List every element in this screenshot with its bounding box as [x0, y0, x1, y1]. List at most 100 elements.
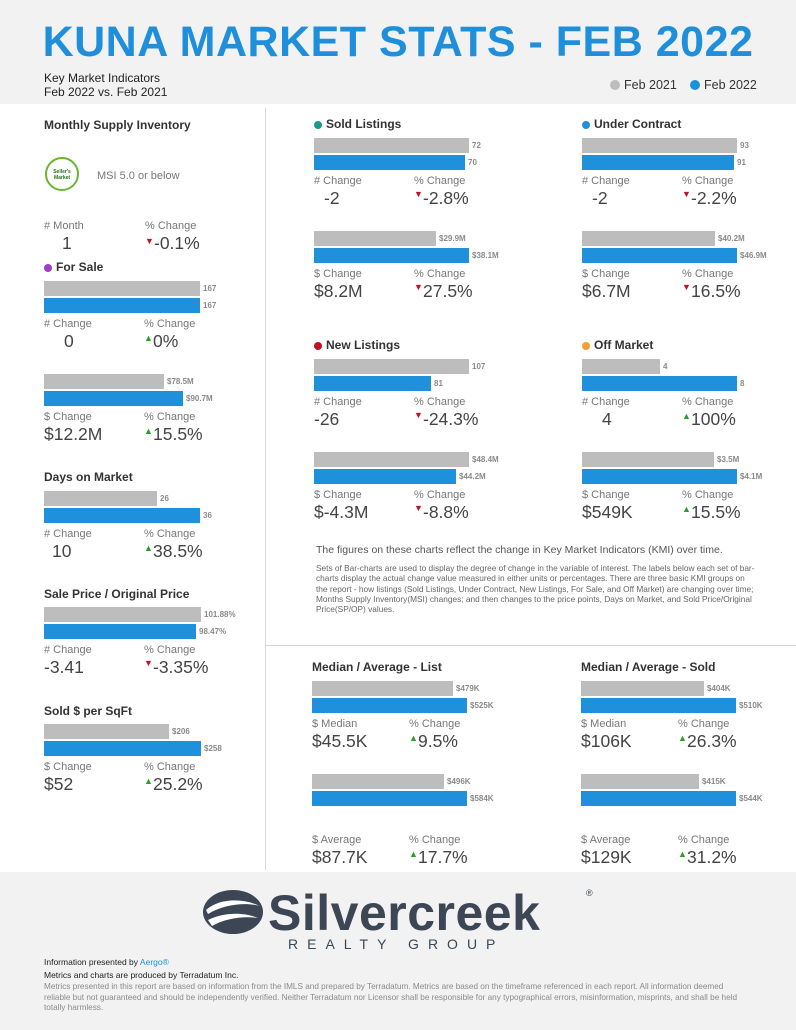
- bar-label-feb-2022: 167: [203, 301, 217, 310]
- up-arrow-icon: ▲: [678, 849, 687, 859]
- down-arrow-icon: ▼: [414, 410, 423, 420]
- up-arrow-icon: ▲: [678, 733, 687, 743]
- change-value: -26: [314, 409, 340, 429]
- change-label: # Change: [582, 396, 630, 408]
- bar-label-feb-2021: $48.4M: [472, 455, 499, 464]
- bar-label-feb-2021: $206: [172, 727, 190, 736]
- pct-change-value: 17.7%: [418, 847, 468, 867]
- up-arrow-icon: ▲: [409, 849, 418, 859]
- footer-disclaimer: Metrics presented in this report are bas…: [44, 982, 737, 1012]
- section-title-text: Off Market: [594, 338, 654, 352]
- bar-label-feb-2021: 72: [472, 141, 481, 150]
- kmi-line-2: Feb 2022 vs. Feb 2021: [44, 85, 168, 99]
- change-label: # Change: [314, 175, 362, 187]
- pct-change-value: 16.5%: [691, 281, 741, 301]
- section-title: Under Contract: [582, 117, 681, 131]
- change-value: -2: [592, 188, 608, 208]
- bar-label-feb-2022: $584K: [470, 794, 494, 803]
- bar-feb-2021: [44, 724, 169, 739]
- pct-change-value: 9.5%: [418, 731, 458, 751]
- change-label: $ Average: [581, 834, 631, 846]
- bar-feb-2022: [44, 508, 200, 523]
- pct-change-label: % Change: [414, 175, 466, 187]
- pct-change-value: 15.5%: [691, 502, 741, 522]
- change-label: $ Change: [44, 411, 92, 423]
- pct-change-label: % Change: [409, 718, 461, 730]
- bar-label-feb-2021: $29.9M: [439, 234, 466, 243]
- pct-change-value: 100%: [691, 409, 736, 429]
- pct-change-value: 26.3%: [687, 731, 737, 751]
- bar-feb-2021: [581, 681, 704, 696]
- bar-label-feb-2021: $404K: [707, 684, 731, 693]
- bar-feb-2022: [44, 741, 201, 756]
- pct-change-label: % Change: [414, 489, 466, 501]
- bar-feb-2022: [582, 248, 737, 263]
- change-value: -3.41: [44, 657, 84, 677]
- pct-change-label: % Change: [682, 268, 734, 280]
- bar-feb-2022: [44, 624, 196, 639]
- change-value: 4: [602, 409, 612, 429]
- up-arrow-icon: ▲: [682, 504, 691, 514]
- bar-label-feb-2021: $40.2M: [718, 234, 745, 243]
- section-dot-icon: [314, 121, 322, 129]
- aergo-link[interactable]: Aergo®: [139, 957, 169, 967]
- bar-feb-2022: [314, 155, 465, 170]
- bar-label-feb-2022: $90.7M: [186, 394, 213, 403]
- badge-text: Seller's Market: [53, 169, 71, 181]
- pct-change-label: % Change: [144, 761, 196, 773]
- logo-subtitle: REALTY GROUP: [288, 936, 505, 952]
- down-arrow-icon: ▼: [414, 282, 423, 292]
- bar-feb-2021: [44, 281, 200, 296]
- change-label: $ Average: [312, 834, 362, 846]
- bar-label-feb-2022: $46.9M: [740, 251, 767, 260]
- pct-change-label: % Change: [144, 411, 196, 423]
- bar-label-feb-2022: $38.1M: [472, 251, 499, 260]
- section-title-text: Under Contract: [594, 117, 682, 131]
- logo-registered-mark: ®: [586, 888, 593, 898]
- pct-change-value: -2.2%: [691, 188, 737, 208]
- change-value: $87.7K: [312, 847, 368, 867]
- section-title: Sale Price / Original Price: [44, 587, 189, 601]
- section-title: Median / Average - Sold: [581, 660, 715, 674]
- bar-label-feb-2022: 36: [203, 511, 212, 520]
- bar-feb-2022: [312, 698, 467, 713]
- kmi-subtitle: Key Market Indicators Feb 2022 vs. Feb 2…: [44, 71, 167, 99]
- change-label: # Change: [44, 528, 92, 540]
- down-arrow-icon: ▼: [682, 282, 691, 292]
- bar-label-feb-2021: $415K: [702, 777, 726, 786]
- down-arrow-icon: ▼: [682, 189, 691, 199]
- bar-feb-2022: [314, 469, 456, 484]
- bar-label-feb-2022: $258: [204, 744, 222, 753]
- pct-change-label: % Change: [144, 528, 196, 540]
- section-title-text: Median / Average - Sold: [581, 660, 716, 674]
- pct-change-label: % Change: [678, 834, 730, 846]
- change-label: # Change: [44, 318, 92, 330]
- silvercreek-logo: Silvercreek ® REALTY GROUP: [202, 884, 602, 954]
- footer-produced-by: Metrics and charts are produced by Terra…: [44, 970, 239, 980]
- section-title-text: Sold Listings: [326, 117, 402, 131]
- legend-feb-2022: Feb 2022: [690, 78, 757, 92]
- change-label: $ Change: [314, 268, 362, 280]
- bar-feb-2021: [312, 774, 444, 789]
- change-value: $12.2M: [44, 424, 103, 444]
- sellers-market-badge-icon: Seller's Market: [45, 157, 79, 191]
- down-arrow-icon: ▼: [145, 236, 154, 246]
- bar-feb-2021: [314, 231, 436, 246]
- silvercreek-swoosh-logo-icon: [203, 890, 263, 934]
- bar-label-feb-2022: $4.1M: [740, 472, 763, 481]
- section-dot-icon: [582, 342, 590, 350]
- section-title: Days on Market: [44, 470, 133, 484]
- pct-change-label: % Change: [414, 396, 466, 408]
- bar-label-feb-2022: $525K: [470, 701, 494, 710]
- bar-feb-2022: [314, 376, 431, 391]
- up-arrow-icon: ▲: [144, 426, 153, 436]
- change-label: # Change: [314, 396, 362, 408]
- msi-badge-label: MSI 5.0 or below: [97, 170, 180, 182]
- bar-label-feb-2022: 91: [737, 158, 746, 167]
- pct-change-value: 31.2%: [687, 847, 737, 867]
- bar-label-feb-2021: 167: [203, 284, 217, 293]
- pct-change-value: 15.5%: [153, 424, 203, 444]
- logo-wordmark: Silvercreek: [268, 885, 541, 941]
- bar-feb-2022: [312, 791, 467, 806]
- bar-feb-2021: [44, 607, 201, 622]
